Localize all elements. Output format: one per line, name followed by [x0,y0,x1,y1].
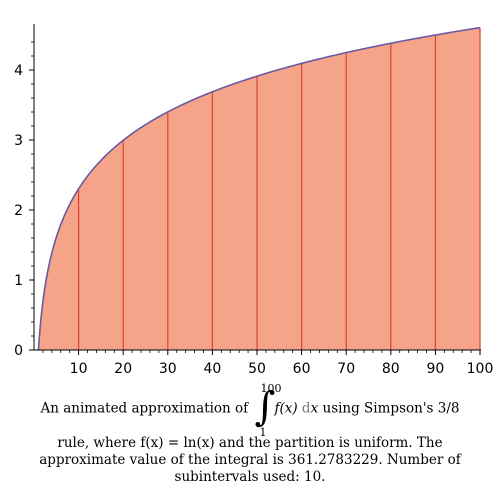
area-fill-layer [38,27,481,350]
tick-labels-layer: 10 20 30 40 50 60 70 80 90 100 0 1 2 3 4 [14,63,493,375]
x-tick-label: 50 [248,361,266,375]
integral-lower-limit: 1 [259,426,267,439]
y-tick-label: 0 [14,343,23,359]
caption-line-1: An animated approximation of 100 ∫ 1 f(x) d… [0,383,500,439]
integral-symbol: 100 ∫ 1 [252,383,281,439]
area-under-curve [38,27,481,350]
x-tick-label: 30 [159,361,177,375]
y-tick-label: 3 [14,133,23,149]
function-curve [37,26,481,351]
curve-layer [37,26,481,351]
x-tick-label: 10 [70,361,88,375]
x-tick-label: 40 [203,361,221,375]
caption-text-pre: An animated approximation of [40,400,253,417]
y-tick-label: 2 [14,203,23,219]
x-tick-label: 100 [467,361,494,375]
y-tick-label: 4 [14,63,23,79]
plot-area: 10 20 30 40 50 60 70 80 90 100 0 1 2 3 4 [14,24,493,375]
caption-text-post: using Simpson's 3/8 [318,400,460,417]
caption-line-2: rule, where f(x) = ln(x) and the partiti… [57,435,443,451]
integral-upper-limit: 100 [260,382,282,395]
differential-variable: x [310,400,319,417]
axes-layer [29,24,481,355]
caption-line-3: approximate value of the integral is 361… [39,452,461,468]
x-tick-label: 70 [337,361,355,375]
differential-d: d [301,400,311,417]
y-tick-label: 1 [14,273,23,289]
x-tick-label: 80 [382,361,400,375]
x-tick-label: 20 [114,361,132,375]
x-tick-label: 60 [293,361,311,375]
partition-lines-layer [77,27,481,350]
integral-sign-icon: ∫ [254,384,276,430]
caption: An animated approximation of 100 ∫ 1 f(x) d… [0,383,500,486]
x-tick-label: 90 [426,361,444,375]
caption-line-4: subintervals used: 10. [174,469,326,485]
integrand: f(x) [274,400,298,417]
